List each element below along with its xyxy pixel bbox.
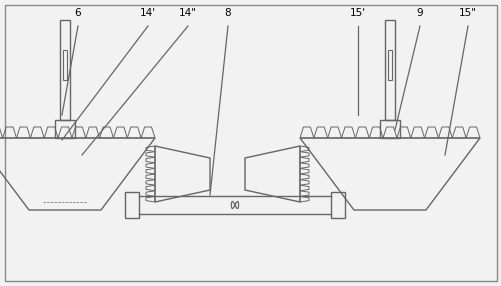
Bar [330, 192, 344, 218]
Text: 8: 8 [224, 8, 231, 18]
Bar [387, 50, 391, 80]
Bar [55, 120, 75, 138]
Bar [63, 50, 67, 80]
Bar [125, 192, 139, 218]
Text: 15": 15" [458, 8, 476, 18]
Bar [384, 20, 394, 120]
Text: 6: 6 [75, 8, 81, 18]
Bar [60, 20, 70, 120]
Text: 14': 14' [140, 8, 156, 18]
Text: 9: 9 [416, 8, 422, 18]
Text: 15': 15' [349, 8, 365, 18]
Text: 14": 14" [179, 8, 196, 18]
Bar [379, 120, 399, 138]
